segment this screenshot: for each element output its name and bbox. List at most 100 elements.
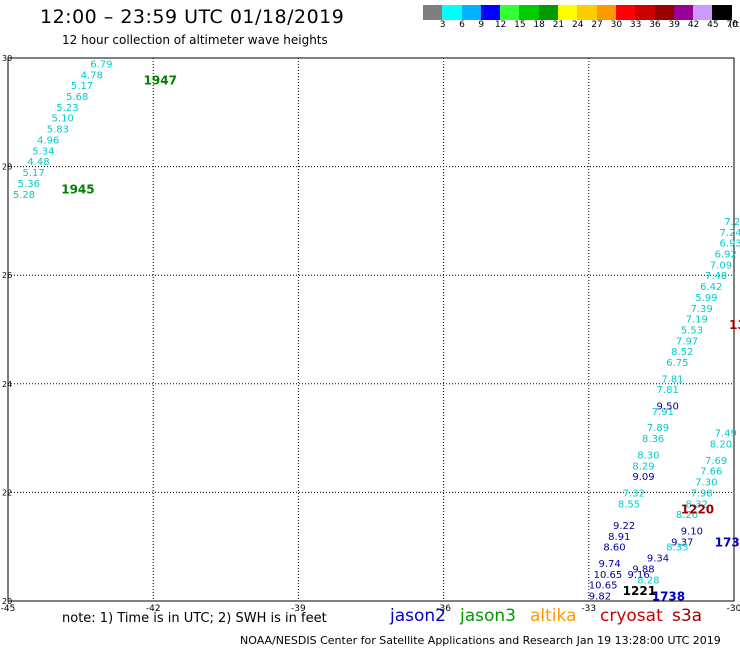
wave-height-value: 8.33 xyxy=(666,543,688,554)
wave-height-value: 7.19 xyxy=(686,315,708,326)
wave-height-value: 9.16 xyxy=(628,570,650,581)
wave-height-value: 9.10 xyxy=(681,526,703,537)
legend-item-jason3: jason3 xyxy=(460,606,516,626)
pass-time-label: 1947 xyxy=(144,74,177,88)
lat-tick-label: 26 xyxy=(2,271,12,280)
wave-height-value: 7.24 xyxy=(719,228,740,239)
scale-label-42: 42 xyxy=(687,20,700,30)
legend-item-jason2: jason2 xyxy=(390,606,446,626)
lat-tick-label: 20 xyxy=(2,597,12,606)
wave-height-value: 7.97 xyxy=(676,336,698,347)
lon-tick-label: -30 xyxy=(727,604,740,614)
wave-height-value: 6.79 xyxy=(90,59,112,70)
wave-height-value: 10.65 xyxy=(594,570,623,581)
wave-height-value: 8.28 xyxy=(637,575,659,586)
scale-swatch-30 xyxy=(596,5,616,20)
wave-height-value: 8.60 xyxy=(603,543,625,554)
color-scale-bar xyxy=(423,5,732,20)
wave-height-value: 9.37 xyxy=(671,537,693,548)
wave-height-value: 9.88 xyxy=(632,564,654,575)
wave-height-value: 7.39 xyxy=(690,304,712,315)
wave-height-value: 4.48 xyxy=(27,157,49,168)
scale-swatch-39 xyxy=(654,5,674,20)
scale-swatch-70 xyxy=(712,5,732,20)
wave-height-value: 5.34 xyxy=(32,146,54,157)
scale-swatch-27 xyxy=(577,5,597,20)
lon-tick-label: -39 xyxy=(291,604,306,614)
scale-label-39: 39 xyxy=(668,20,680,30)
scale-label-15: 15 xyxy=(514,20,526,30)
wave-height-value: 6.92 xyxy=(715,249,737,260)
wave-height-value: 4.96 xyxy=(37,135,59,146)
scale-label-6: 6 xyxy=(459,20,465,30)
wave-height-value: 7.49 xyxy=(715,429,737,440)
wave-height-value: 7.98 xyxy=(690,488,712,499)
lon-tick-label: -36 xyxy=(436,604,451,614)
scale-swatch-33 xyxy=(615,5,636,20)
wave-height-value: 5.17 xyxy=(71,81,93,92)
wave-height-value: 7.30 xyxy=(695,478,717,489)
wave-height-value: 8.36 xyxy=(642,434,664,445)
wave-height-value: 9.22 xyxy=(613,521,635,532)
wave-height-value: 6.75 xyxy=(666,358,688,369)
wave-height-value: 7.32 xyxy=(623,488,645,499)
scale-label-18: 18 xyxy=(533,20,545,30)
wave-height-value: 9.50 xyxy=(657,402,679,413)
wave-height-value: 8.29 xyxy=(632,461,654,472)
scale-unit-label: (ft) xyxy=(729,20,740,30)
wave-height-value: 9.09 xyxy=(632,472,654,483)
wave-height-value: 5.17 xyxy=(23,168,45,179)
scale-swatch-12 xyxy=(480,5,501,20)
wave-height-value: 5.23 xyxy=(56,103,78,114)
scale-label-24: 24 xyxy=(572,20,584,30)
wave-height-value: 7.20 xyxy=(724,217,740,228)
scale-swatch-45 xyxy=(693,5,713,20)
wave-height-value: 9.34 xyxy=(647,554,669,565)
wave-height-value: 9.74 xyxy=(598,559,620,570)
map-title: 12:00 – 23:59 UTC 01/18/2019 xyxy=(40,6,345,28)
wave-height-value: 6.93 xyxy=(719,239,740,250)
wave-height-value: 7.48 xyxy=(705,271,727,282)
pass-time-label: 1738 xyxy=(652,590,685,604)
lat-tick-label: 30 xyxy=(2,54,12,63)
scale-swatch-24 xyxy=(558,5,578,20)
pass-time-label: 1221 xyxy=(623,584,656,598)
scale-label-9: 9 xyxy=(478,20,485,30)
lat-tick-label: 28 xyxy=(2,163,12,172)
scale-label-21: 21 xyxy=(552,20,565,30)
scale-swatch-9 xyxy=(461,5,481,20)
wave-height-value: 4.78 xyxy=(81,70,103,81)
scale-swatch-36 xyxy=(635,5,655,20)
pass-time-label: 173 xyxy=(715,535,740,549)
lat-tick-label: 22 xyxy=(2,488,12,497)
scale-label-33: 33 xyxy=(629,20,642,30)
scale-label-36: 36 xyxy=(649,20,661,30)
lon-tick-label: -45 xyxy=(1,604,16,614)
legend-item-cryosat: cryosat xyxy=(600,606,663,626)
credit-line: NOAA/NESDIS Center for Satellite Applica… xyxy=(240,634,721,647)
scale-swatch-21 xyxy=(538,5,559,20)
wave-height-value: 8.91 xyxy=(608,532,630,543)
lon-tick-label: -33 xyxy=(581,604,596,614)
lat-tick-label: 24 xyxy=(2,380,12,389)
scale-label-27: 27 xyxy=(591,20,603,30)
footer-note: note: 1) Time is in UTC; 2) SWH is in fe… xyxy=(62,611,327,626)
wave-height-value: 7.09 xyxy=(710,260,732,271)
wave-height-value: 8.20 xyxy=(676,510,698,521)
wave-height-value: 8.52 xyxy=(671,347,693,358)
scale-label-30: 30 xyxy=(610,20,623,30)
scale-swatch-15 xyxy=(500,5,520,20)
wave-height-value: 7.89 xyxy=(647,423,669,434)
map-frame xyxy=(7,57,735,602)
wave-height-value: 5.99 xyxy=(695,293,717,304)
pass-time-label: 1945 xyxy=(61,182,94,196)
wave-height-value: 5.36 xyxy=(18,179,40,190)
wave-height-value: 5.28 xyxy=(13,190,35,201)
lon-tick-label: -42 xyxy=(146,604,161,614)
scale-label-12: 12 xyxy=(494,20,507,30)
wave-height-value: 5.53 xyxy=(681,326,703,337)
wave-height-value: 8.20 xyxy=(710,440,732,451)
pass-time-label: 13 xyxy=(729,318,740,332)
wave-height-value: 7.81 xyxy=(661,374,683,385)
